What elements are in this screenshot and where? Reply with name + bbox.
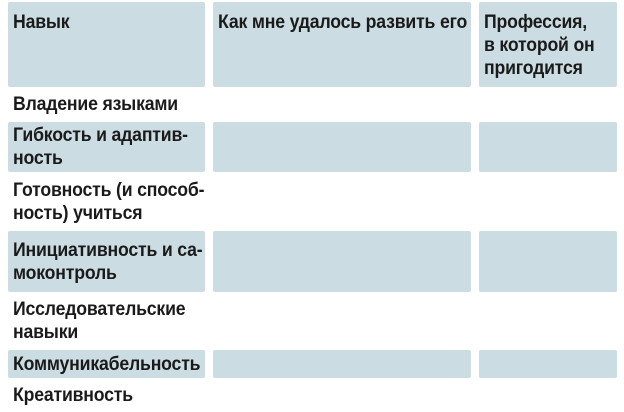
profession-cell xyxy=(479,172,617,231)
profession-cell xyxy=(479,122,617,172)
table-row: Креативность xyxy=(8,378,617,412)
table-row: Владение языками xyxy=(8,87,617,122)
development-cell xyxy=(213,350,471,378)
skill-label: Коммуникабельность xyxy=(13,353,201,375)
skill-cell: Владение языками xyxy=(8,87,205,122)
skill-label: Инициативность и са- моконтроль xyxy=(13,239,203,284)
skill-cell: Готовность (и способ- ность) учиться xyxy=(8,172,205,231)
skill-cell: Инициативность и са- моконтроль xyxy=(8,231,205,292)
skill-label: Готовность (и способ- ность) учиться xyxy=(13,179,205,224)
table-row: Коммуникабельность xyxy=(8,350,617,378)
header-cell-skill: Навык xyxy=(8,2,205,87)
skill-cell: Гибкость и адаптив- ность xyxy=(8,122,205,172)
header-profession-label: Профессия, в которой он пригодится xyxy=(484,12,595,79)
development-cell xyxy=(213,172,471,231)
table-row: Исследовательские навыки xyxy=(8,292,617,350)
header-cell-profession: Профессия, в которой он пригодится xyxy=(479,2,617,87)
skill-label: Гибкость и адаптив- ность xyxy=(13,125,188,169)
table-row: Готовность (и способ- ность) учиться xyxy=(8,172,617,231)
profession-cell xyxy=(479,378,617,412)
development-cell xyxy=(213,122,471,172)
header-skill-label: Навык xyxy=(13,12,70,33)
skill-label: Креативность xyxy=(13,384,133,406)
header-development-label: Как мне удалось развить его xyxy=(218,12,468,33)
skill-label: Владение языками xyxy=(13,94,178,115)
development-cell xyxy=(213,292,471,350)
profession-cell xyxy=(479,231,617,292)
profession-cell xyxy=(479,350,617,378)
profession-cell xyxy=(479,87,617,122)
profession-cell xyxy=(479,292,617,350)
development-cell xyxy=(213,87,471,122)
skill-label: Исследовательские навыки xyxy=(13,299,186,343)
table-row: Гибкость и адаптив- ность xyxy=(8,122,617,172)
skill-cell: Креативность xyxy=(8,378,205,412)
skill-cell: Исследовательские навыки xyxy=(8,292,205,350)
development-cell xyxy=(213,231,471,292)
skill-cell: Коммуникабельность xyxy=(8,350,205,378)
table-row: Инициативность и са- моконтроль xyxy=(8,231,617,292)
table-header-row: Навык Как мне удалось развить его Профес… xyxy=(8,2,617,87)
development-cell xyxy=(213,378,471,412)
header-cell-development: Как мне удалось развить его xyxy=(213,2,471,87)
